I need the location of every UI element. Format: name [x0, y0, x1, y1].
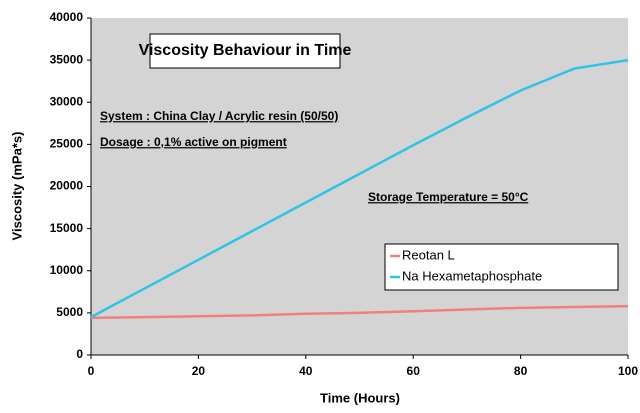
- legend-box: [384, 243, 619, 291]
- y-tick-label: 25000: [50, 137, 84, 151]
- y-tick-label: 15000: [50, 221, 84, 235]
- annotation: Storage Temperature = 50°C: [368, 190, 529, 204]
- chart-title: Viscosity Behaviour in Time: [139, 42, 352, 59]
- plot-area: [91, 18, 628, 355]
- annotation: Dosage : 0,1% active on pigment: [100, 135, 287, 149]
- legend-label: Reotan L: [402, 247, 455, 262]
- x-tick-label: 100: [618, 364, 638, 378]
- y-tick-label: 20000: [50, 179, 84, 193]
- x-tick-label: 60: [407, 364, 421, 378]
- y-axis-title: Viscosity (mPa*s): [9, 132, 24, 241]
- y-tick-label: 5000: [56, 305, 83, 319]
- x-tick-label: 0: [88, 364, 95, 378]
- y-tick-label: 35000: [50, 52, 84, 66]
- line-series: [90, 304, 629, 320]
- y-tick-label: 10000: [50, 263, 84, 277]
- y-tick-label: 40000: [50, 10, 84, 24]
- x-axis-title: Time (Hours): [320, 390, 400, 405]
- y-tick-label: 0: [76, 347, 83, 361]
- annotation: System : China Clay / Acrylic resin (50/…: [100, 109, 338, 123]
- x-tick-label: 20: [192, 364, 206, 378]
- x-tick-label: 80: [514, 364, 528, 378]
- x-tick-label: 40: [299, 364, 313, 378]
- legend-label: Na Hexametaphosphate: [402, 268, 542, 283]
- line-series: [90, 58, 629, 319]
- y-tick-label: 30000: [50, 94, 84, 108]
- title-box: [149, 33, 341, 69]
